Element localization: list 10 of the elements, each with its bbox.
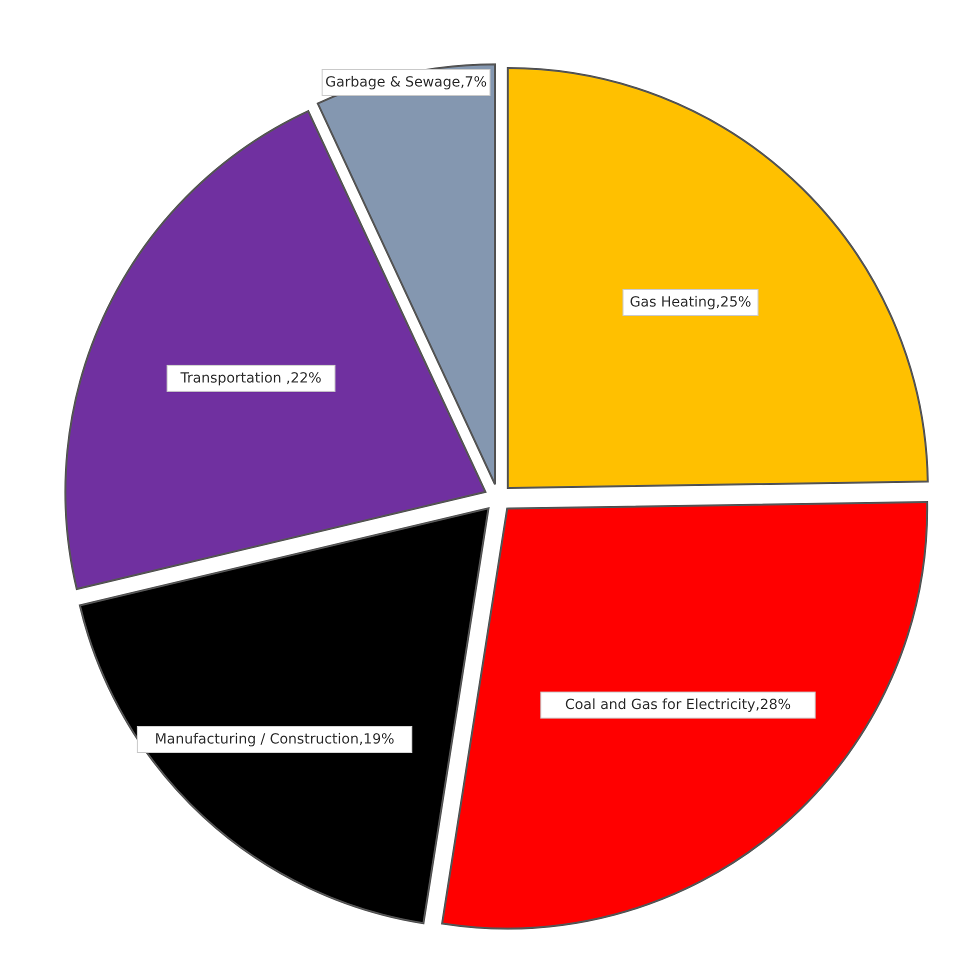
slice-label: Transportation xyxy=(179,370,282,386)
slice-label: Coal and Gas for Electricity xyxy=(564,697,756,714)
slice-label: Manufacturing / Construction xyxy=(154,732,359,748)
data-label: ,28% xyxy=(755,697,792,714)
data-label: ,22% xyxy=(282,370,322,386)
data-label: ,7% xyxy=(460,74,487,90)
slice-label: Gas Heating xyxy=(630,294,716,310)
slice-label: Garbage & Sewage xyxy=(325,74,460,90)
data-label: ,25% xyxy=(716,294,752,310)
data-label: ,19% xyxy=(358,732,394,748)
